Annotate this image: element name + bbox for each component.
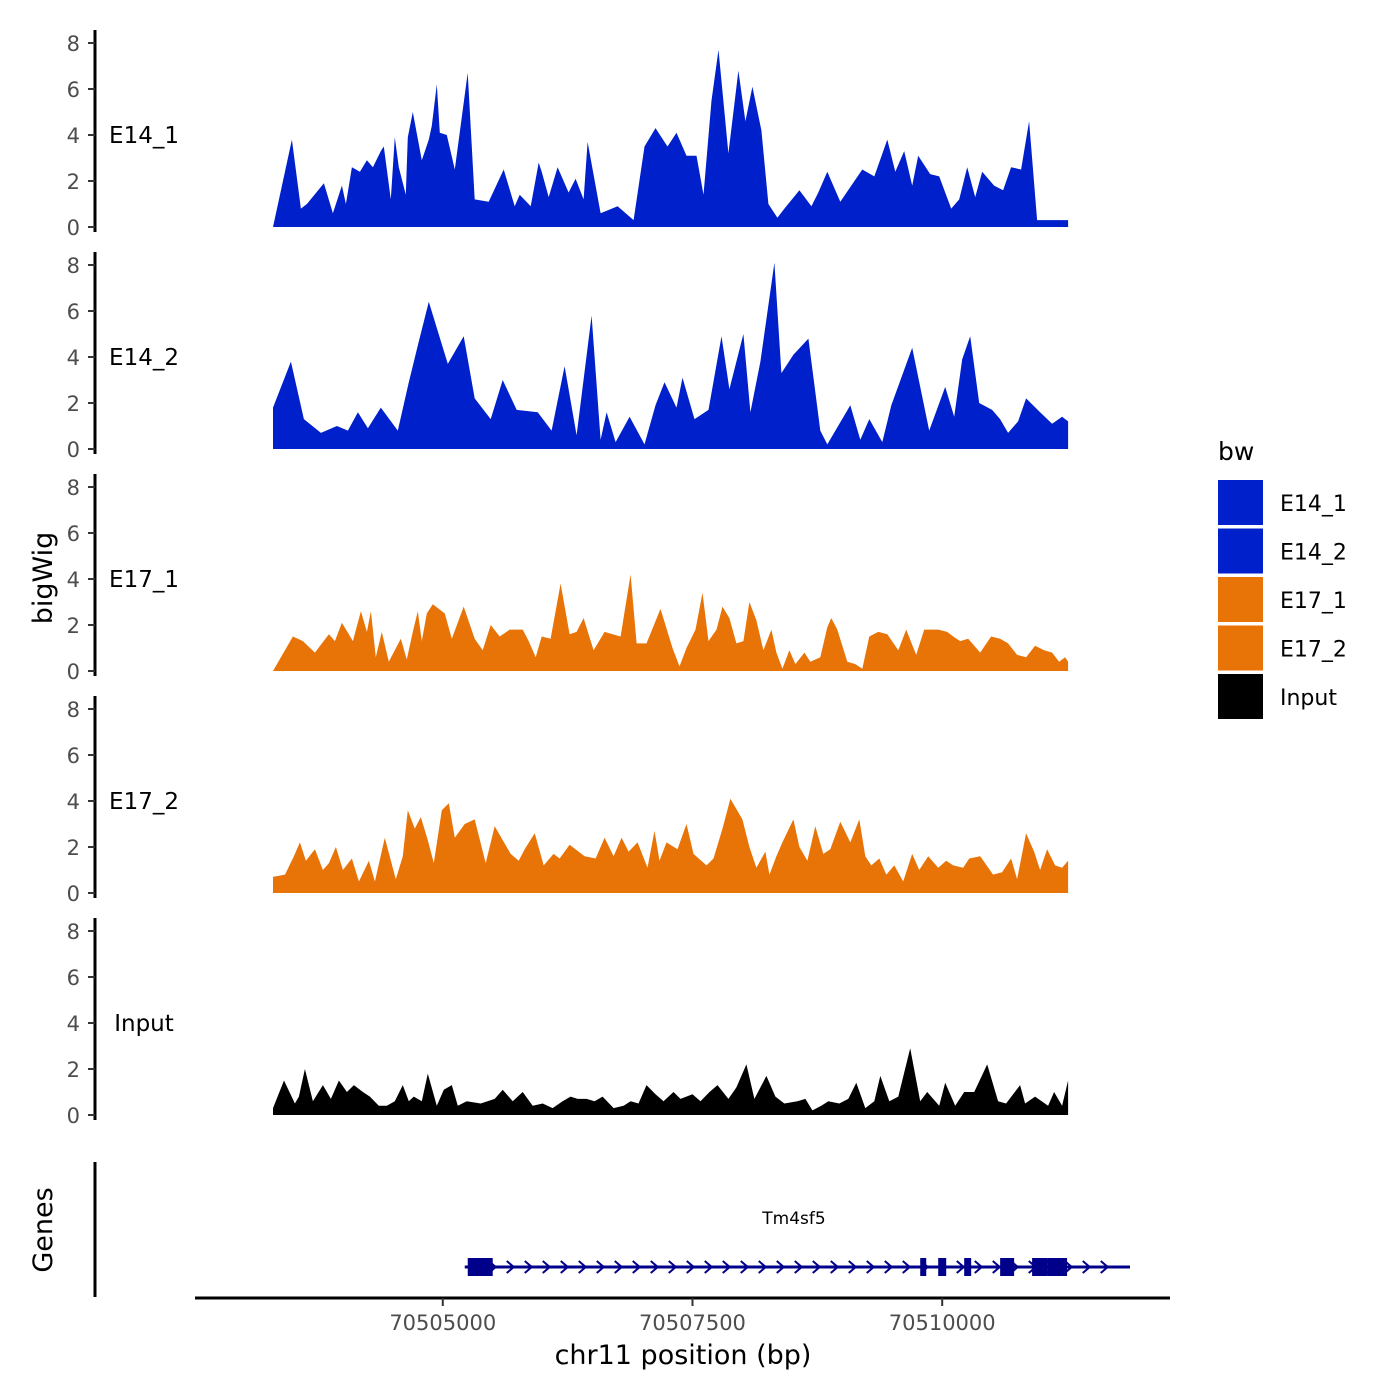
genes-axis-title: Genes — [28, 1187, 59, 1272]
track-panel-Input: 0 2 4 6 8 Input — [67, 918, 1069, 1128]
legend-label: E14_1 — [1280, 492, 1347, 517]
strand-arrow — [578, 1260, 588, 1274]
track-label: Input — [114, 1011, 174, 1037]
y-tick-label: 8 — [67, 698, 80, 722]
strand-arrow — [992, 1260, 1002, 1274]
strand-arrow — [686, 1260, 696, 1274]
strand-arrow — [1064, 1260, 1074, 1274]
strand-arrow — [524, 1260, 534, 1274]
x-tick-label: 70505000 — [389, 1311, 496, 1335]
legend-title: bw — [1218, 437, 1254, 466]
legend-label: E17_1 — [1280, 589, 1347, 614]
y-tick-label: 0 — [67, 1104, 80, 1128]
legend-key-E14_1 — [1218, 480, 1263, 525]
x-tick-label: 70510000 — [889, 1311, 996, 1335]
strand-arrow — [866, 1260, 876, 1274]
track-panel-E17_2: 0 2 4 6 8 E17_2 — [67, 696, 1069, 906]
y-tick-label: 4 — [67, 1012, 80, 1036]
bigwig-panels: 0 2 4 6 8 E14_1 0 2 4 6 8 E14_2 0 2 4 6 8 E17_1 0 2 4 6 8 E17_2… — [67, 30, 1069, 1128]
y-tick-label: 0 — [67, 438, 80, 462]
area-Input — [273, 1048, 1069, 1115]
strand-arrow — [704, 1260, 714, 1274]
track-panel-E14_1: 0 2 4 6 8 E14_1 — [67, 30, 1069, 240]
legend-label: E17_2 — [1280, 638, 1347, 663]
strand-arrow — [560, 1260, 570, 1274]
area-E14_2 — [273, 262, 1069, 449]
y-tick-label: 8 — [67, 476, 80, 500]
y-tick-label: 2 — [67, 392, 80, 416]
strand-arrow — [1100, 1260, 1110, 1274]
strand-arrow — [596, 1260, 606, 1274]
strand-arrow — [758, 1260, 768, 1274]
y-tick-label: 6 — [67, 522, 80, 546]
y-tick-label: 2 — [67, 836, 80, 860]
y-tick-label: 8 — [67, 32, 80, 56]
track-panel-E14_2: 0 2 4 6 8 E14_2 — [67, 252, 1069, 462]
y-tick-label: 8 — [67, 254, 80, 278]
strand-arrow — [956, 1260, 966, 1274]
y-tick-label: 0 — [67, 660, 80, 684]
strand-arrow — [506, 1260, 516, 1274]
track-panel-E17_1: 0 2 4 6 8 E17_1 — [67, 474, 1069, 684]
strand-arrow — [902, 1260, 912, 1274]
strand-arrow — [1082, 1260, 1092, 1274]
strand-arrow — [974, 1260, 984, 1274]
legend-key-Input — [1218, 674, 1263, 719]
strand-arrow — [884, 1260, 894, 1274]
y-tick-label: 2 — [67, 1058, 80, 1082]
y-tick-label: 0 — [67, 216, 80, 240]
legend-key-E17_1 — [1218, 577, 1263, 622]
y-tick-label: 2 — [67, 170, 80, 194]
y-tick-label: 6 — [67, 78, 80, 102]
y-tick-label: 4 — [67, 568, 80, 592]
track-label: E17_1 — [109, 567, 179, 593]
area-E17_1 — [273, 574, 1069, 671]
y-tick-label: 6 — [67, 744, 80, 768]
strand-arrow — [776, 1260, 786, 1274]
strand-arrow — [794, 1260, 804, 1274]
exon — [1032, 1258, 1048, 1276]
strand-arrow — [830, 1260, 840, 1274]
y-tick-label: 4 — [67, 346, 80, 370]
strand-arrow — [650, 1260, 660, 1274]
y-tick-label: 6 — [67, 966, 80, 990]
y-tick-label: 4 — [67, 124, 80, 148]
exon — [920, 1258, 927, 1276]
strand-arrow — [632, 1260, 642, 1274]
gene-name-label: Tm4sf5 — [761, 1209, 825, 1229]
exon — [1000, 1258, 1015, 1276]
strand-arrow — [542, 1260, 552, 1274]
strand-arrow — [812, 1260, 822, 1274]
area-E14_1 — [273, 49, 1069, 228]
y-tick-label: 8 — [67, 920, 80, 944]
x-axis: 70505000 70507500 70510000 — [195, 1296, 1170, 1335]
exon — [938, 1258, 947, 1276]
y-axis-title: bigWig — [28, 532, 59, 625]
exon — [964, 1258, 972, 1276]
strand-arrow — [722, 1260, 732, 1274]
track-label: E14_1 — [109, 123, 179, 149]
x-axis-title: chr11 position (bp) — [555, 1340, 812, 1371]
y-tick-label: 2 — [67, 614, 80, 638]
track-label: E17_2 — [109, 789, 179, 815]
x-tick-label: 70507500 — [639, 1311, 746, 1335]
track-label: E14_2 — [109, 345, 179, 371]
legend: bw E14_1 E14_2 E17_1 E17_2 Input — [1218, 437, 1347, 719]
y-tick-label: 4 — [67, 790, 80, 814]
exon — [467, 1258, 493, 1276]
strand-arrow — [740, 1260, 750, 1274]
legend-label: Input — [1280, 686, 1337, 711]
area-E17_2 — [273, 798, 1069, 893]
exon — [1047, 1258, 1068, 1276]
y-tick-label: 6 — [67, 300, 80, 324]
legend-key-E14_2 — [1218, 528, 1263, 574]
strand-arrow — [614, 1260, 624, 1274]
legend-label: E14_2 — [1280, 541, 1347, 566]
gene-track: Tm4sf5 — [93, 1162, 1130, 1297]
legend-key-E17_2 — [1218, 625, 1263, 671]
y-tick-label: 0 — [67, 882, 80, 906]
strand-arrow — [668, 1260, 678, 1274]
strand-arrow — [848, 1260, 858, 1274]
